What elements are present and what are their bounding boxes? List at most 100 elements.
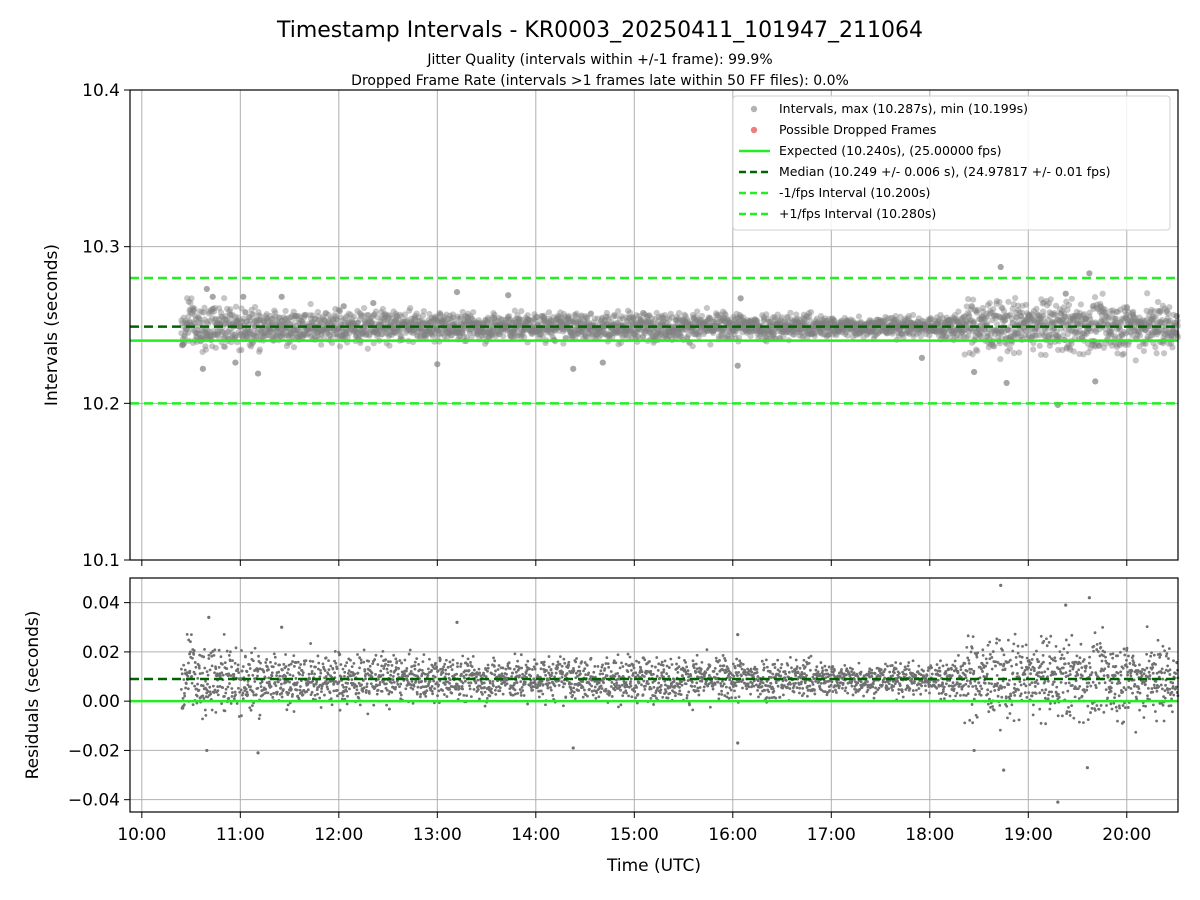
interval-point xyxy=(201,329,208,336)
interval-point xyxy=(207,331,214,338)
interval-point xyxy=(1099,290,1106,297)
residual-point xyxy=(380,689,384,693)
interval-point xyxy=(195,330,202,338)
residual-point xyxy=(521,689,525,692)
residual-point xyxy=(466,657,470,661)
interval-point xyxy=(246,341,253,348)
interval-point xyxy=(200,327,207,335)
residual-point xyxy=(542,660,546,664)
residual-point xyxy=(367,692,371,695)
residual-point xyxy=(404,687,408,691)
residual-point xyxy=(376,688,380,692)
residual-point xyxy=(220,702,223,705)
residual-point xyxy=(230,665,233,669)
residual-point xyxy=(355,688,359,692)
residual-point xyxy=(357,691,361,695)
residual-point xyxy=(551,662,555,666)
residual-point xyxy=(608,690,612,694)
legend: Intervals, max (10.287s), min (10.199s) … xyxy=(732,95,1171,231)
residual-point xyxy=(324,656,328,660)
residual-point xyxy=(239,678,243,682)
residual-point xyxy=(628,655,632,659)
residual-point xyxy=(535,662,539,666)
residual-point xyxy=(237,671,241,675)
residual-point xyxy=(450,668,454,672)
residual-point xyxy=(394,666,398,669)
residual-point xyxy=(449,665,453,668)
residual-point xyxy=(541,683,545,687)
interval-point xyxy=(200,309,207,316)
residual-point xyxy=(621,694,625,698)
residual-point xyxy=(540,679,544,683)
residual-point xyxy=(208,668,212,672)
residual-point xyxy=(381,673,385,677)
residual-point xyxy=(493,688,497,692)
interval-point xyxy=(260,318,267,325)
interval-point xyxy=(193,333,200,340)
residual-point xyxy=(618,666,622,670)
residual-point xyxy=(281,688,285,691)
interval-point xyxy=(221,295,228,302)
residual-point xyxy=(477,667,481,671)
interval-point xyxy=(234,317,241,325)
residual-point xyxy=(253,680,257,683)
interval-point xyxy=(187,306,194,313)
residual-point xyxy=(413,664,417,667)
interval-point xyxy=(1169,344,1176,351)
residual-point xyxy=(424,695,428,698)
residual-point xyxy=(323,669,327,672)
interval-point xyxy=(1132,357,1139,364)
interval-point xyxy=(198,308,205,316)
interval-point xyxy=(211,319,218,326)
residual-point xyxy=(643,687,647,691)
residual-point xyxy=(533,667,537,671)
residual-point xyxy=(284,665,288,668)
residual-point xyxy=(299,663,303,666)
interval-point xyxy=(274,331,281,338)
residual-point xyxy=(620,683,624,687)
residual-point xyxy=(567,660,571,664)
residual-point xyxy=(621,665,625,668)
residual-point xyxy=(655,656,659,659)
residual-point xyxy=(433,687,437,690)
residual-point xyxy=(563,682,567,686)
interval-point xyxy=(196,308,203,315)
interval-point xyxy=(675,309,683,317)
residual-point xyxy=(518,688,522,691)
interval-point xyxy=(240,315,247,322)
residual-point xyxy=(312,684,316,688)
interval-point xyxy=(196,316,203,323)
residual-point xyxy=(212,653,216,657)
residual-point xyxy=(533,679,537,682)
top-scatter-points xyxy=(178,263,1181,408)
chart-subtitle-2: Dropped Frame Rate (intervals >1 frames … xyxy=(351,73,849,89)
residual-point xyxy=(280,695,284,699)
interval-point xyxy=(218,319,225,326)
residual-point xyxy=(271,665,275,669)
residual-point xyxy=(245,690,249,694)
residual-point xyxy=(182,663,186,667)
legend-label-median: Median (10.249 +/- 0.006 s), (24.97817 +… xyxy=(779,164,1110,179)
residual-point xyxy=(272,691,276,695)
interval-point xyxy=(232,303,240,310)
residual-point xyxy=(267,680,271,684)
interval-point xyxy=(204,326,211,333)
residual-point xyxy=(606,662,610,666)
residual-point xyxy=(205,670,209,674)
residual-point xyxy=(344,664,347,668)
residual-point xyxy=(405,667,409,670)
residual-point xyxy=(229,702,233,705)
residual-point xyxy=(245,670,249,673)
residual-point xyxy=(491,680,495,683)
top-ytick-label-3: 10.4 xyxy=(82,81,120,101)
residual-point xyxy=(594,696,598,700)
residual-point xyxy=(547,655,551,658)
residual-point xyxy=(490,691,494,695)
residual-point xyxy=(549,686,552,689)
interval-point xyxy=(260,319,267,326)
interval-outlier-8 xyxy=(370,299,377,307)
residual-point xyxy=(558,655,562,659)
residual-point xyxy=(370,671,374,675)
residual-point xyxy=(379,654,383,658)
residual-point xyxy=(259,661,262,665)
